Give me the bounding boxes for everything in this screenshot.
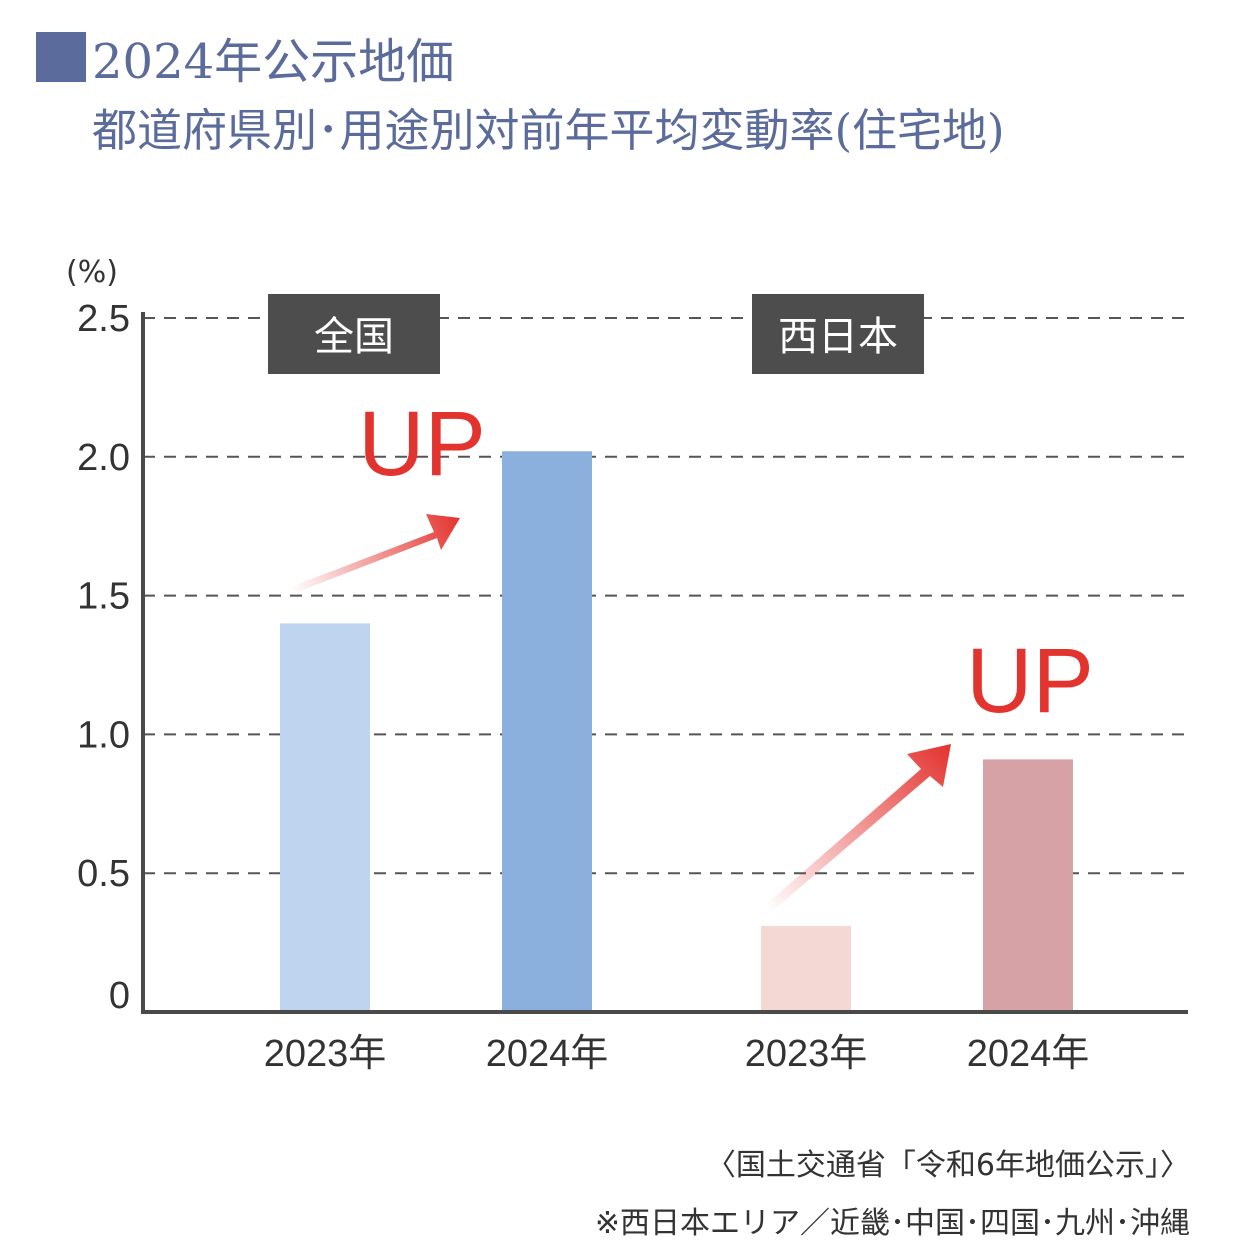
x-tick-label: 2023年 <box>264 1033 387 1075</box>
bar-national-2024年 <box>502 451 592 1012</box>
y-tick-label: 2.0 <box>77 437 130 479</box>
x-tick-label: 2023年 <box>745 1033 868 1075</box>
group-label: 全国 <box>314 314 394 360</box>
x-tick-label: 2024年 <box>967 1033 1090 1075</box>
title-line-1: 2024年公示地価 <box>36 18 1246 96</box>
axes <box>141 312 1188 1014</box>
group-label: 西日本 <box>778 314 898 360</box>
bar-west-japan-2024年 <box>983 759 1073 1012</box>
source-note: 〈国土交通省「令和6年地価公示」〉 <box>705 1148 1190 1183</box>
y-tick-label: 1.0 <box>77 714 130 756</box>
title-main: 2024年公示地価 <box>92 34 455 90</box>
region-note: ※西日本エリア／近畿･中国･四国･九州･沖縄 <box>594 1206 1190 1241</box>
bars <box>280 451 1073 1012</box>
y-tick-label: 1.5 <box>77 576 130 618</box>
y-tick-label: 0.5 <box>77 853 130 895</box>
x-tick-label: 2024年 <box>486 1033 609 1075</box>
up-arrows: UP UP <box>288 393 1094 914</box>
title-square-icon <box>36 32 86 82</box>
title-subtitle: 都道府県別･用途別対前年平均変動率(住宅地) <box>92 104 1005 157</box>
up-arrow-icon <box>288 514 460 594</box>
group-label-box <box>752 294 924 374</box>
chart-labels: 0 0.5 1.0 1.5 2.0 2.5 (%) 2023年 2024年 全国 2023年 2024… <box>66 255 1089 1075</box>
y-tick-label: 0 <box>109 975 130 1017</box>
y-unit-label: (%) <box>66 255 118 290</box>
up-label: UP <box>358 393 486 495</box>
bar-west-japan-2023年 <box>761 925 851 1012</box>
bar-national-2023年 <box>280 623 370 1012</box>
group-label-box <box>268 294 440 374</box>
up-label: UP <box>966 630 1094 732</box>
chart-title: 2024年公示地価 都道府県別･用途別対前年平均変動率(住宅地) <box>36 18 1246 166</box>
up-arrow-icon <box>762 744 951 914</box>
y-tick-label: 2.5 <box>77 298 130 340</box>
